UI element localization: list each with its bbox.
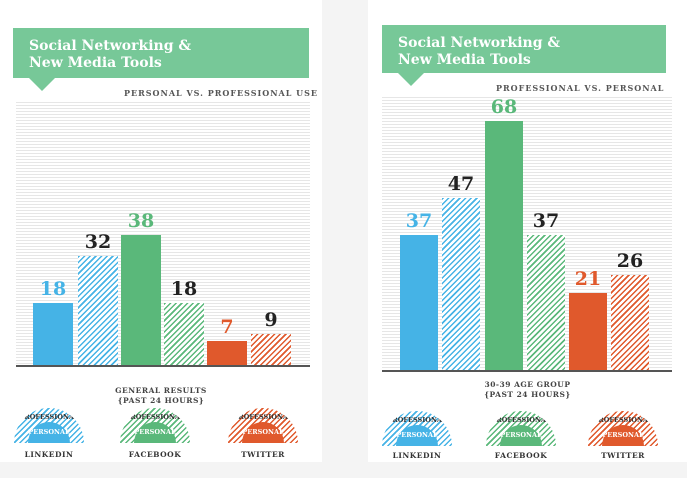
bar-facebook-professional: [164, 303, 204, 365]
data-label: 37: [532, 209, 560, 232]
data-label: 47: [447, 172, 475, 195]
legend-outer-label: PROFESSIONAL: [233, 413, 293, 421]
bar-linkedin-personal: [33, 303, 73, 365]
category-label: TWITTER: [601, 451, 645, 460]
caption-line-2: {PAST 24 HOURS}: [117, 396, 205, 405]
bar-twitter-personal: [569, 293, 607, 370]
legend-inner-label: PERSONAL: [396, 431, 438, 439]
chart-subtitle: PERSONAL VS. PROFESSIONAL USE: [124, 88, 318, 98]
legend-outer-label: PROFESSIONAL: [593, 416, 653, 424]
legend-inner-half: PERSONAL: [602, 425, 644, 446]
legend-dome-linkedin: PROFESSIONAL PERSONAL: [382, 411, 452, 446]
bar-linkedin-personal: [400, 234, 438, 370]
data-label: 32: [84, 230, 112, 253]
legend-outer-label: PROFESSIONAL: [387, 416, 447, 424]
category-label: LINKEDIN: [24, 450, 74, 459]
data-label: 18: [39, 278, 67, 301]
data-label: 21: [574, 268, 602, 291]
bar-linkedin-professional: [78, 255, 118, 365]
category-label: FACEBOOK: [494, 451, 548, 460]
category-label: TWITTER: [241, 450, 285, 459]
chart-title: Social Networking & New Media Tools: [382, 25, 666, 86]
legend-dome-twitter: PROFESSIONAL PERSONAL: [228, 408, 298, 443]
legend-outer-label: PROFESSIONAL: [491, 416, 551, 424]
legend-inner-half: PERSONAL: [396, 425, 438, 446]
bar-twitter-professional: [611, 274, 649, 370]
bar-linkedin-professional: [442, 197, 480, 370]
legend-inner-half: PERSONAL: [28, 422, 70, 443]
legend-inner-label: PERSONAL: [242, 428, 284, 436]
legend-dome-facebook: PROFESSIONAL PERSONAL: [120, 408, 190, 443]
data-label: 68: [490, 96, 518, 119]
caption-line-1: GENERAL RESULTS: [115, 386, 207, 395]
data-label: 38: [127, 210, 155, 233]
data-label: 26: [616, 249, 644, 272]
bar-twitter-personal: [207, 341, 247, 365]
legend-inner-label: PERSONAL: [602, 431, 644, 439]
bar-facebook-professional: [527, 234, 565, 370]
legend-outer-label: PROFESSIONAL: [19, 413, 79, 421]
legend-inner-half: PERSONAL: [134, 422, 176, 443]
baseline: [382, 370, 672, 372]
category-label: FACEBOOK: [128, 450, 182, 459]
data-label: 9: [264, 309, 278, 332]
data-label: 18: [170, 278, 198, 301]
chart-card-age: Social Networking & New Media Tools PROFE…: [368, 0, 687, 462]
category-label: LINKEDIN: [392, 451, 442, 460]
baseline: [16, 365, 310, 367]
legend-inner-label: PERSONAL: [134, 428, 176, 436]
legend-inner-half: PERSONAL: [500, 425, 542, 446]
bar-facebook-personal: [485, 121, 523, 370]
data-label: 37: [405, 209, 433, 232]
bar-twitter-professional: [251, 334, 291, 365]
legend-dome-linkedin: PROFESSIONAL PERSONAL: [14, 408, 84, 443]
chart-card-general: Social Networking & New Media Tools PERSO…: [0, 0, 322, 462]
legend-inner-half: PERSONAL: [242, 422, 284, 443]
legend-inner-label: PERSONAL: [500, 431, 542, 439]
legend-outer-label: PROFESSIONAL: [125, 413, 185, 421]
legend-inner-label: PERSONAL: [28, 428, 70, 436]
legend-dome-facebook: PROFESSIONAL PERSONAL: [486, 411, 556, 446]
legend-dome-twitter: PROFESSIONAL PERSONAL: [588, 411, 658, 446]
chart-title: Social Networking & New Media Tools: [13, 28, 309, 91]
bar-facebook-personal: [121, 235, 161, 365]
data-label: 7: [220, 316, 234, 339]
caption-line-1: 30-39 AGE GROUP: [484, 380, 571, 389]
caption-line-2: {PAST 24 HOURS}: [484, 390, 571, 399]
